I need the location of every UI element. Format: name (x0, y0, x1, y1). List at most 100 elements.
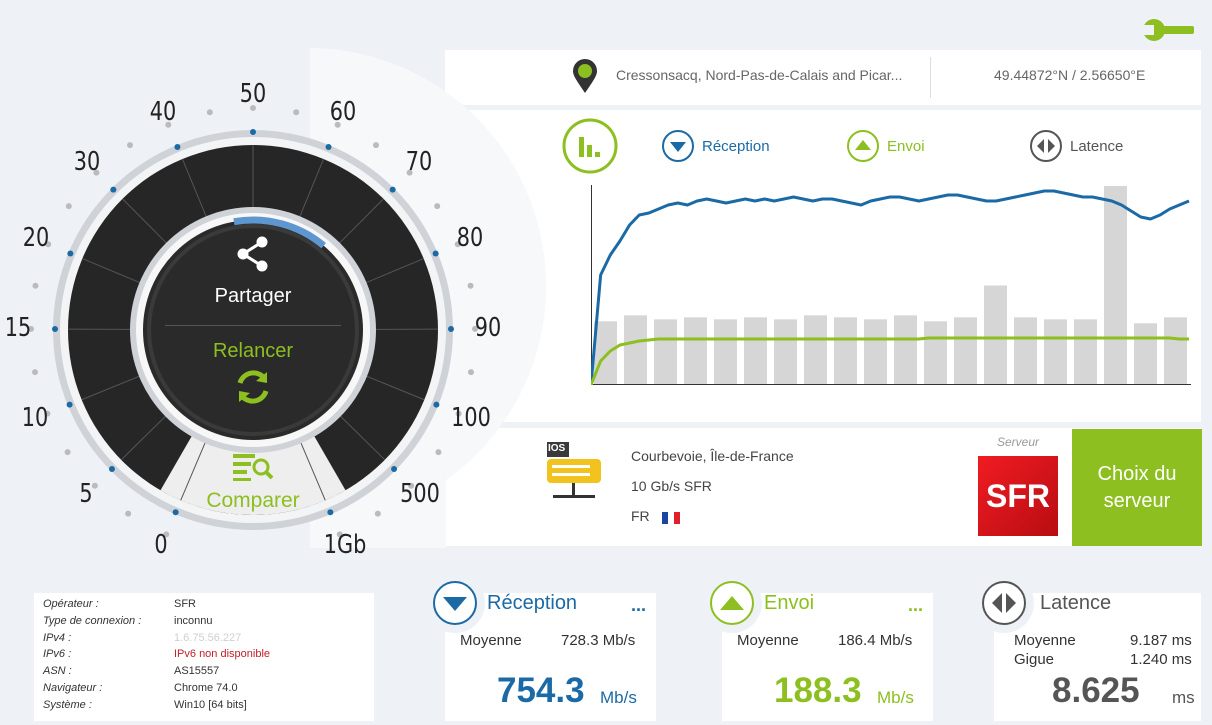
gauge-tick-marker (108, 465, 115, 472)
gauge-segment-line (363, 374, 425, 401)
latency-bar (864, 319, 887, 385)
gauge-dot (28, 325, 35, 332)
info-value: Win10 [64 bits] (174, 698, 247, 711)
envoi-result-label: Moyenne (737, 632, 799, 649)
gauge-segment-line (120, 413, 168, 461)
gauge-segment-line (181, 158, 208, 220)
info-value: inconnu (174, 614, 213, 627)
compare-label: Comparer (206, 489, 300, 512)
gauge-tick-marker (432, 250, 439, 257)
info-value: SFR (174, 598, 196, 610)
gauge-dot (293, 109, 300, 116)
latency-bar (1164, 317, 1187, 385)
server-icon: IOS (545, 442, 603, 506)
latency-bar (714, 319, 737, 385)
gauge-dot (408, 482, 415, 489)
gauge-tick-label: 90 (474, 312, 502, 343)
compare-button[interactable]: Comparer (183, 450, 323, 520)
gauge-dot (374, 510, 381, 517)
legend-envoi[interactable]: Envoi (846, 129, 925, 163)
latence-title: Latence (1040, 591, 1112, 614)
gauge-segment-line (298, 158, 325, 220)
envoi-avg-value: 186.4 Mb/s (838, 632, 913, 649)
info-value: AS15557 (174, 665, 220, 678)
server-ios-tag: IOS (548, 443, 566, 454)
latency-bar (684, 317, 707, 385)
latence-result-card: Moyenne 9.187 ms Gigue 1.240 ms 8.625 ms (994, 593, 1201, 721)
gauge-dot (250, 105, 256, 111)
envoi-more[interactable]: ... (908, 595, 924, 615)
gauge-dot (125, 510, 132, 517)
gauge-segment-line (338, 413, 386, 461)
envoi-badge (702, 573, 762, 633)
info-label: Navigateur : (43, 682, 103, 694)
server-country: FR (631, 508, 650, 524)
reception-line (591, 189, 1190, 385)
gauge-tick-label: 40 (150, 96, 177, 127)
gauge-dot (32, 369, 39, 376)
latency-bar (1044, 319, 1067, 385)
legend-envoi-label: Envoi (887, 137, 925, 155)
latency-bar (774, 319, 797, 385)
latency-bar (954, 317, 977, 385)
server-card: IOS Courbevoie, Île-de-France 10 Gb/s SF… (445, 428, 1202, 546)
share-icon (237, 236, 268, 272)
gauge-segment-line (180, 440, 207, 501)
gauge-segment-line (299, 440, 326, 501)
reception-more[interactable]: ... (631, 595, 647, 615)
latence-jitter-value: 1.240 ms (1130, 651, 1192, 668)
latence-avg-value: 9.187 ms (1130, 632, 1192, 649)
latence-value: 8.625 (1052, 671, 1140, 710)
gauge-tick-marker (389, 186, 396, 193)
speed-chart (591, 185, 1191, 385)
latency-bar (804, 315, 827, 385)
gauge-dot (336, 531, 343, 538)
legend-latence[interactable]: Latence (1029, 129, 1123, 163)
latency-bar (1104, 186, 1127, 385)
latency-bar (624, 315, 647, 385)
upload-icon (710, 581, 754, 625)
chart-card: Réception Envoi Latence (445, 110, 1201, 422)
share-button[interactable]: Partager (190, 232, 316, 312)
gauge-segment-line (337, 198, 384, 246)
gauge-dot (165, 121, 172, 128)
latence-jitter-label: Gigue (1014, 651, 1055, 668)
info-value: Chrome 74.0 (174, 682, 238, 694)
gauge-tick-label: 100 (450, 402, 491, 433)
progress-arc (233, 216, 326, 249)
envoi-line (591, 336, 1189, 385)
latency-bar (894, 315, 917, 385)
choose-server-button[interactable]: Choix du serveur (1072, 429, 1202, 546)
legend-reception-label: Réception (702, 137, 770, 155)
gauge-dot (467, 369, 474, 376)
legend-latence-label: Latence (1070, 137, 1124, 155)
info-row: ASN : AS15557 (43, 665, 373, 681)
gauge-dot (93, 169, 100, 176)
restart-button[interactable]: Relancer (190, 340, 316, 420)
gauge-divider (165, 325, 341, 326)
latency-bar (1074, 319, 1097, 385)
reception-value: 754.3 (497, 671, 585, 710)
gauge-tick-label: 80 (456, 223, 484, 254)
latency-icon (982, 581, 1026, 625)
gauge-tick-marker (67, 250, 74, 257)
gauge-tick-marker (66, 401, 73, 408)
gauge-tick-label: 10 (22, 402, 49, 433)
gauge-tick-label: 500 (400, 478, 441, 509)
download-icon (662, 130, 694, 162)
reception-header: Réception (425, 573, 577, 633)
gauge-tick-marker (447, 326, 454, 333)
gauge-dot (372, 142, 379, 149)
settings-wrench-icon[interactable] (1142, 17, 1194, 43)
chart-toggle-icon[interactable] (562, 118, 618, 174)
refresh-icon (237, 370, 269, 404)
latence-avg-label: Moyenne (1014, 632, 1076, 649)
inner-face-ring (147, 224, 359, 436)
gauge-segment-line (122, 198, 169, 246)
legend-reception[interactable]: Réception (661, 129, 770, 163)
gauge-dot (91, 482, 98, 489)
info-label: Type de connexion : (43, 614, 142, 627)
gauge-dot (44, 410, 51, 417)
info-row: IPv4 : 1.6.75.56.227 (43, 632, 373, 648)
info-row: Opérateur : SFR (43, 598, 373, 614)
